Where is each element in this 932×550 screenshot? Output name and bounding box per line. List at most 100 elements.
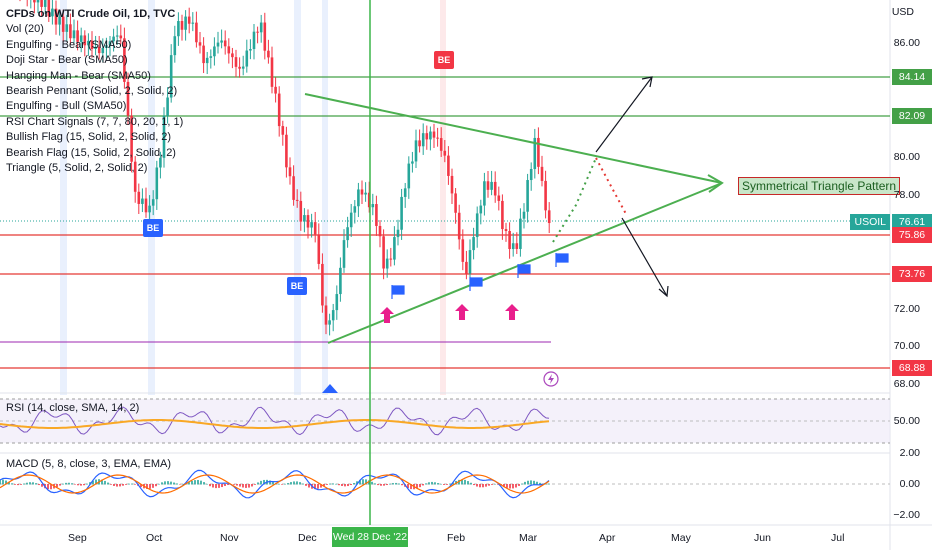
macd-histogram-bar [62, 483, 64, 485]
macd-histogram-bar [23, 483, 25, 485]
macd-histogram-bar [134, 484, 136, 485]
currency-label: USD [891, 6, 914, 18]
be-badge-blue-2[interactable]: BE [287, 277, 307, 295]
price-tag-75: 75.86 [892, 227, 932, 243]
legend-indicator-bearish-flag[interactable]: Bearish Flag (15, Solid, 2, Solid, 2) [6, 146, 176, 159]
macd-histogram-bar [485, 484, 487, 487]
legend-indicator-hanging-man-bear[interactable]: Hanging Man - Bear (SMA50) [6, 69, 151, 82]
macd-histogram-bar [11, 483, 13, 485]
legend-indicator-bullish-flag[interactable]: Bullish Flag (15, Solid, 2, Solid, 2) [6, 131, 172, 144]
legend-indicator-engulfing-bear[interactable]: Engulfing - Bear (SMA50) [6, 38, 132, 51]
macd-label[interactable]: MACD (5, 8, close, 3, EMA, EMA) [6, 458, 172, 470]
legend-indicator-vol[interactable]: Vol (20) [6, 23, 44, 36]
candle-body [259, 22, 263, 33]
be-badge-blue-1[interactable]: BE [143, 219, 163, 237]
macd-histogram-bar [278, 483, 280, 485]
candle-body [529, 169, 533, 181]
time-label-jun: Jun [754, 532, 771, 544]
macd-histogram-bar [308, 484, 310, 488]
candle-body [353, 206, 357, 213]
macd-histogram-bar [86, 483, 88, 485]
candle-body [389, 258, 393, 260]
candle-body [90, 40, 94, 49]
macd-histogram-bar [491, 484, 493, 485]
candle-body [310, 222, 313, 228]
macd-histogram-bar [242, 484, 244, 488]
candle-body [195, 22, 198, 43]
macd-histogram-bar [110, 484, 112, 485]
candle-body [177, 21, 180, 37]
be-badge-red[interactable]: BE [434, 51, 454, 69]
candle-body [270, 57, 274, 87]
time-label-jul: Jul [831, 532, 845, 544]
macd-histogram-bar [188, 482, 190, 485]
macd-histogram-bar [80, 484, 82, 486]
macd-histogram-bar [236, 484, 238, 486]
macd-histogram-bar [272, 481, 274, 485]
candle-body [367, 192, 371, 208]
macd-histogram-bar [32, 482, 34, 485]
candle-body [209, 56, 213, 58]
macd-histogram-bar [335, 483, 337, 485]
candle-body [421, 133, 425, 147]
legend-indicator-engulfing-bull[interactable]: Engulfing - Bull (SMA50) [6, 100, 127, 113]
macd-histogram-bar [302, 483, 304, 485]
candle-body [497, 195, 501, 201]
candle-body [202, 45, 205, 64]
candle-body [101, 47, 105, 54]
candle-body [173, 36, 177, 56]
candle-body [288, 167, 292, 177]
macd-histogram-bar [140, 484, 142, 488]
legend-indicator-doji-star-bear[interactable]: Doji Star - Bear (SMA50) [6, 54, 128, 67]
macd-histogram-bar [41, 484, 43, 487]
price-tick-70: 70.00 [893, 340, 920, 352]
macd-histogram-bar [512, 484, 514, 489]
macd-histogram-bar [179, 484, 181, 485]
candle-body [234, 57, 238, 67]
triangle-up-marker [322, 384, 338, 393]
macd-histogram-bar [518, 484, 520, 486]
macd-histogram-bar [287, 483, 289, 485]
candle-body [443, 150, 447, 156]
projection-arrows[interactable] [552, 76, 669, 298]
macd-lines [0, 469, 550, 499]
price-tick-72: 72.00 [893, 303, 920, 315]
legend-indicator-bearish-pennant[interactable]: Bearish Pennant (Solid, 2, Solid, 2) [6, 85, 178, 98]
macd-histogram-bar [326, 484, 328, 485]
macd-histogram-bar [176, 483, 178, 485]
candle-body [454, 193, 457, 213]
candle-body [281, 126, 285, 135]
candle-body [151, 199, 155, 206]
event-lightning-icon[interactable] [543, 371, 559, 387]
macd-histogram-bar [158, 483, 160, 485]
macd-histogram-bar [209, 484, 211, 487]
macd-tick-neg2: −2.00 [893, 509, 920, 521]
symmetrical-triangle[interactable] [304, 93, 724, 344]
macd-histogram-bar [476, 484, 478, 487]
candle-body [439, 138, 443, 151]
legend-indicator-rsi-signals[interactable]: RSI Chart Signals (7, 7, 80, 20, 1, 1) [6, 115, 184, 128]
candle-body [285, 134, 288, 168]
candle-body [223, 40, 227, 47]
macd-histogram-bar [365, 479, 367, 485]
macd-histogram-bar [191, 480, 193, 485]
macd-histogram-bar [71, 483, 73, 485]
macd-histogram-bar [203, 482, 205, 485]
macd-histogram-bar [59, 484, 61, 486]
candle-body [317, 234, 321, 264]
candle-body [61, 16, 65, 32]
rsi-label[interactable]: RSI (14, close, SMA, 14, 2) [6, 402, 140, 414]
candle-body [382, 236, 385, 269]
candle-body [76, 30, 79, 42]
pattern-annotation[interactable]: Symmetrical Triangle Pattern [738, 177, 901, 195]
macd-histogram-bar [428, 482, 430, 485]
price-tag-73: 73.76 [892, 266, 932, 282]
macd-histogram-bar [431, 481, 433, 485]
time-label-apr: Apr [599, 532, 616, 544]
legend-indicator-triangle[interactable]: Triangle (5, Solid, 2, Solid, 2) [6, 162, 148, 175]
macd-histogram-bar [146, 484, 148, 490]
macd-histogram-bar [122, 484, 124, 486]
macd-histogram-bar [218, 484, 220, 488]
macd-histogram-bar [383, 484, 385, 486]
